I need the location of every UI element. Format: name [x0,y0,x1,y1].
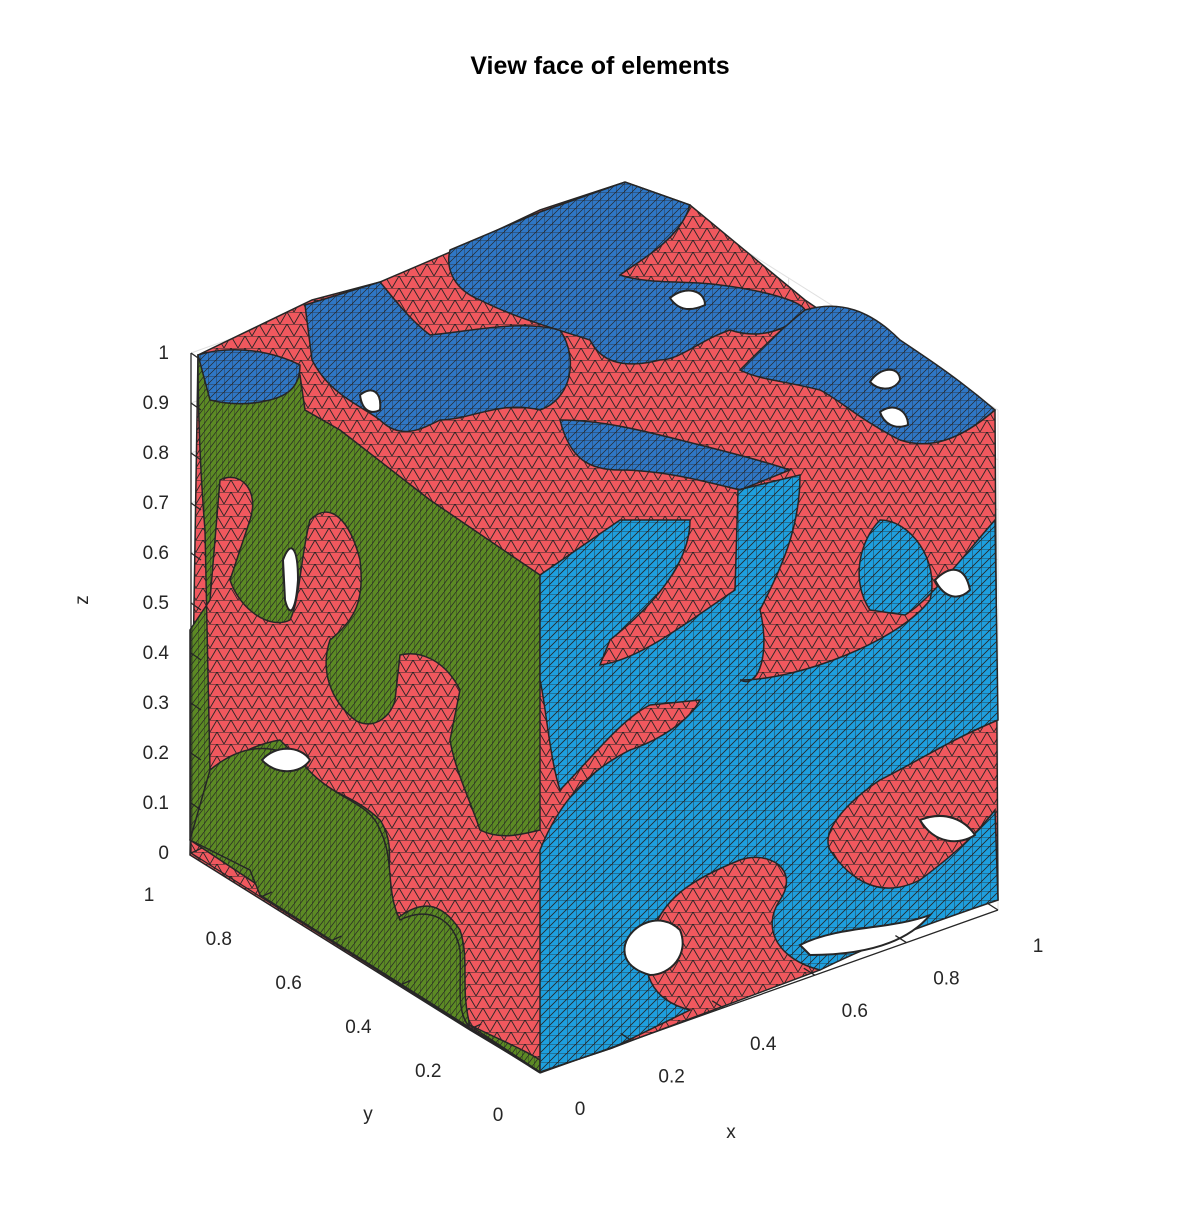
y-axis-label: y [363,1104,373,1125]
z-tick-label: 0.1 [143,793,169,814]
z-tick-label: 0 [158,843,169,864]
z-tick [190,752,202,761]
z-tick [190,852,202,861]
x-tick [986,902,999,911]
z-boundary-face-3 [738,305,997,445]
z-tick [190,452,202,461]
z-tick-label: 0.6 [143,543,169,564]
z-tick [190,402,202,411]
x-axis-line [539,909,999,1074]
x-tick-label: 0.4 [750,1034,777,1055]
x-tick [620,1032,632,1041]
y-tick-label: 0.2 [415,1061,441,1082]
z-tick [190,652,202,661]
z-tick-label: 0.8 [143,443,169,464]
y-tick [469,1023,482,1030]
x-tick-label: 0.8 [933,969,959,990]
x-tick-label: 0.2 [658,1066,684,1087]
z-tick [190,502,202,511]
y-tick-label: 0.4 [345,1017,372,1038]
hole-7 [668,289,707,311]
x-tick [895,935,907,944]
y-axis-line [190,852,541,1074]
hole-5 [933,568,972,598]
hole-9 [878,406,910,428]
z-tick [190,552,202,561]
x-tick [803,967,816,976]
hole-10 [281,547,300,612]
chart-title: View face of elements [470,52,730,80]
x-tick-label: 1 [1033,936,1044,957]
z-tick-label: 0.3 [143,693,169,714]
z-boundary-face-4 [559,419,793,491]
hole-2 [623,919,684,977]
x-tick-label: 0.6 [842,1001,868,1022]
z-tick-label: 0.2 [143,743,169,764]
z-tick [190,602,202,611]
y-tick-label: 0 [493,1105,504,1126]
x-tick [528,1065,541,1074]
z-tick [190,802,202,811]
hole-1 [260,747,312,773]
y-tick [539,1067,552,1074]
y-tick-label: 0.8 [206,929,232,950]
y-tick-label: 0.6 [275,973,301,994]
y-tick [330,935,342,942]
z-tick [190,702,202,711]
z-tick-label: 0.4 [143,643,170,664]
z-tick-label: 0.9 [143,393,169,414]
y-tick [260,891,273,898]
z-tick-label: 0.7 [143,493,169,514]
z-tick-label: 1 [158,343,169,364]
z-axis-label: z [72,595,93,605]
x-tick [711,1000,724,1009]
x-tick-label: 0 [575,1099,586,1120]
y-tick-label: 1 [144,885,155,906]
z-tick-label: 0.5 [143,593,169,614]
hole-4 [918,815,977,843]
hole-3 [798,912,934,957]
hole-8 [358,389,382,413]
x-axis-label: x [726,1122,736,1143]
z-boundary-face-5 [197,349,301,405]
z-tick [190,352,202,361]
y-tick [190,847,203,854]
y-tick [400,979,412,986]
hole-6 [868,368,902,390]
mesh-surface [189,181,999,1074]
axes: 00.20.40.60.8100.20.40.60.8100.10.20.30.… [72,343,1043,1143]
z-boundary-face-2 [448,181,806,365]
